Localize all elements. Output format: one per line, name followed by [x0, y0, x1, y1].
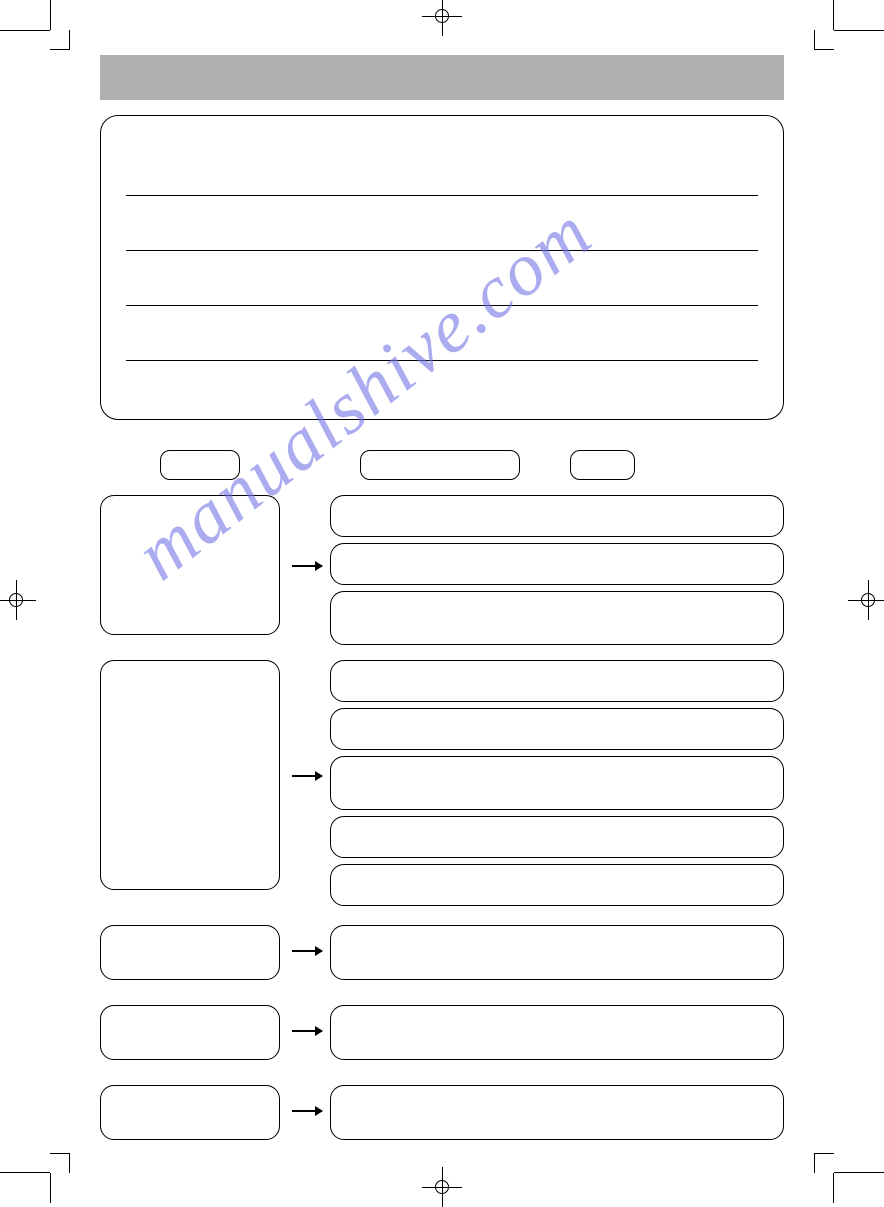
- flow-right-box: [330, 708, 784, 750]
- text-line: [126, 196, 758, 251]
- flow-right-box: [330, 1085, 784, 1140]
- flow-right-box: [330, 495, 784, 537]
- crop-mark: [0, 1172, 50, 1173]
- arrow-icon: [292, 950, 322, 952]
- arrow-icon: [292, 1110, 322, 1112]
- flow-left-box: [100, 495, 280, 635]
- crop-mark: [50, 1173, 51, 1203]
- label-box: [360, 450, 520, 480]
- arrow-icon: [292, 1030, 322, 1032]
- text-line: [126, 306, 758, 361]
- crop-mark: [50, 0, 51, 30]
- flow-left-box: [100, 1005, 280, 1060]
- intro-box: [100, 115, 784, 420]
- crop-mark: [834, 30, 884, 31]
- arrow-icon: [292, 775, 322, 777]
- registration-mark-icon: [422, 0, 462, 36]
- column-labels: [100, 450, 784, 485]
- crop-mark: [833, 0, 834, 30]
- flow-right-box: [330, 925, 784, 980]
- crop-mark: [0, 30, 50, 31]
- label-box: [160, 450, 240, 480]
- crop-mark: [814, 1153, 834, 1173]
- registration-mark-icon: [848, 580, 884, 620]
- label-box: [570, 450, 635, 480]
- flow-right-box: [330, 591, 784, 645]
- flow-right-box: [330, 816, 784, 858]
- flow-right-box: [330, 543, 784, 585]
- flow-right-box: [330, 756, 784, 810]
- flow-left-box: [100, 925, 280, 980]
- flow-left-box: [100, 1085, 280, 1140]
- flow-left-box: [100, 660, 280, 890]
- flow-right-box: [330, 1005, 784, 1060]
- flow-right-box: [330, 864, 784, 906]
- text-line: [126, 251, 758, 306]
- text-line: [126, 141, 758, 196]
- flow-right-box: [330, 660, 784, 702]
- registration-mark-icon: [422, 1167, 462, 1207]
- crop-mark: [50, 30, 70, 50]
- header-bar: [100, 55, 784, 100]
- crop-mark: [814, 30, 834, 50]
- arrow-icon: [292, 565, 322, 567]
- crop-mark: [834, 1172, 884, 1173]
- registration-mark-icon: [0, 580, 36, 620]
- crop-mark: [50, 1153, 70, 1173]
- crop-mark: [833, 1173, 834, 1203]
